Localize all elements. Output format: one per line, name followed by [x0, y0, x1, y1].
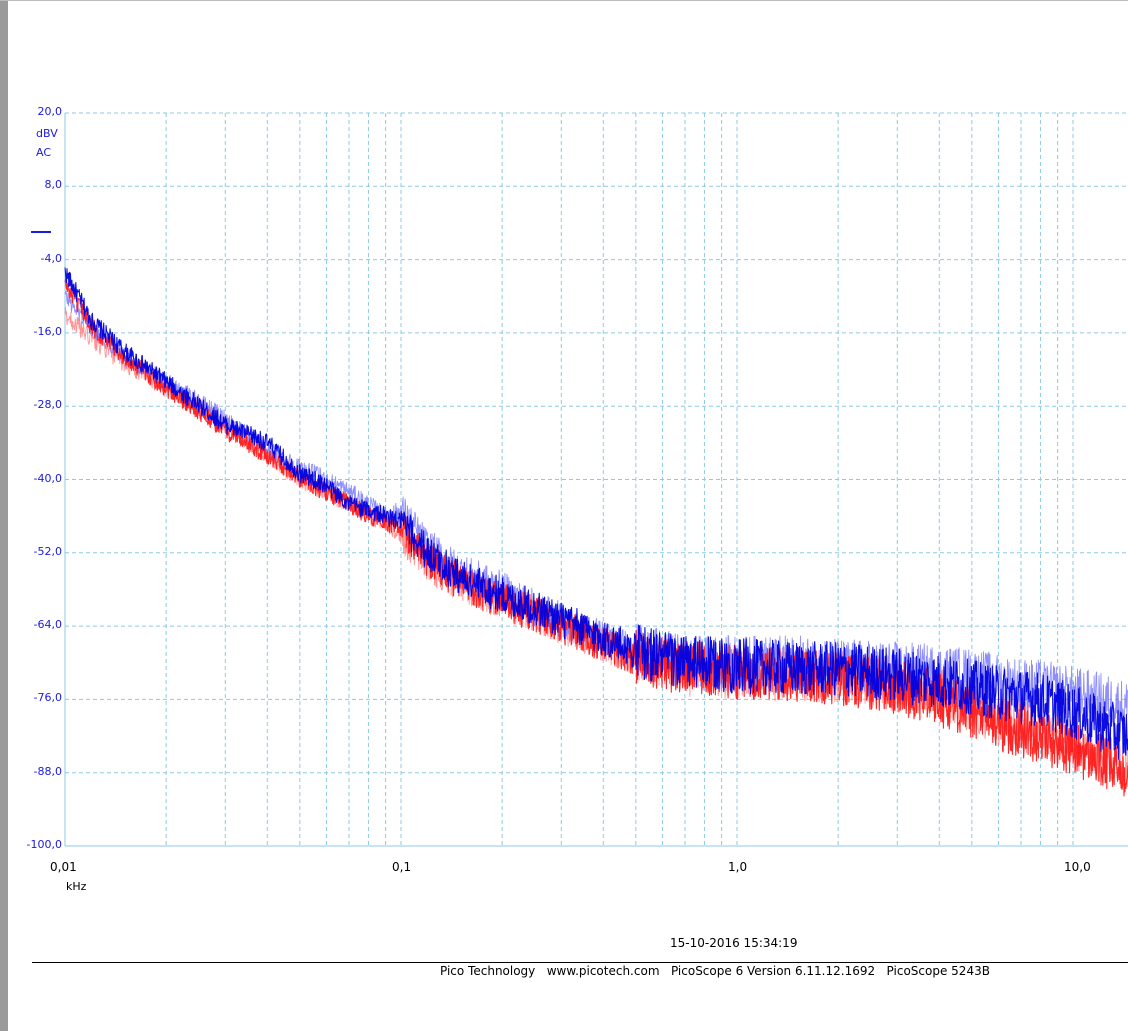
window-left-border [0, 0, 8, 1031]
y-tick-label: 8,0 [44, 178, 63, 192]
y-tick-label: -100,0 [26, 838, 62, 851]
spectrum-trace-3 [64, 306, 1128, 789]
x-tick-label: 10,0 [1064, 860, 1091, 874]
x-tick-label: 1,0 [728, 860, 748, 874]
capture-timestamp: 15-10-2016 15:34:19 [670, 936, 798, 950]
footer-divider [32, 962, 1128, 963]
y-coupling-label: AC [36, 146, 52, 159]
spectrum-trace-1 [64, 290, 1128, 733]
window-top-border [0, 0, 1128, 1]
x-unit-label: kHz [66, 880, 87, 893]
y-tick-label: -76,0 [33, 691, 62, 705]
spectrum-traces [64, 267, 1128, 797]
spectrum-plot[interactable] [0, 0, 1128, 930]
y-tick-label: -40,0 [33, 471, 62, 485]
y-tick-label: -64,0 [33, 618, 62, 632]
y-tick-label: -4,0 [40, 251, 62, 265]
major-gridlines [64, 112, 1128, 847]
y-tick-label: -52,0 [33, 544, 62, 558]
y-tick-label: -16,0 [33, 324, 62, 338]
spectrum-trace-0 [64, 267, 1128, 760]
footer-info: Pico Technology www.picotech.com PicoSco… [440, 964, 990, 978]
y-tick-label: -28,0 [33, 398, 62, 412]
x-tick-label: 0,01 [50, 860, 77, 874]
y-tick-label: -88,0 [33, 764, 62, 778]
spectrum-trace-2 [64, 279, 1128, 797]
channel-marker[interactable] [31, 231, 51, 233]
x-tick-label: 0,1 [392, 860, 412, 874]
y-unit-label: dBV [36, 127, 58, 140]
y-tick-label: 20,0 [37, 105, 63, 118]
